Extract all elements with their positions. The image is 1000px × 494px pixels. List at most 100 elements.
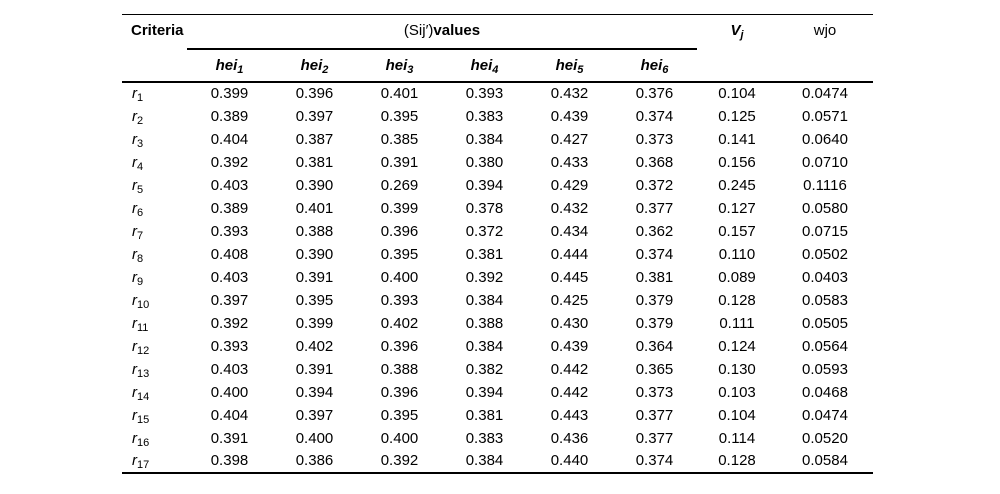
row-label-subscript: 17 — [137, 459, 150, 471]
cell-value: 0.374 — [635, 107, 674, 125]
wjo-column-header: wjo — [777, 14, 873, 83]
cell-value: 0.378 — [465, 199, 504, 217]
cell-value: 0.432 — [550, 85, 589, 102]
cell-value: 0.393 — [380, 291, 419, 309]
cell-value: 0.390 — [295, 176, 334, 194]
vj-subscript: j — [740, 29, 744, 41]
table-row: r6 0.389 0.401 0.399 0.378 0.432 0.377 0… — [122, 197, 873, 220]
header-row-top: Criteria (Sij′)values Vj wjo — [122, 14, 873, 83]
row-label: r5 — [122, 174, 187, 197]
cell-value: 0.404 — [210, 130, 249, 148]
cell-value: 0.0474 — [802, 85, 848, 102]
cell-value: 0.0520 — [802, 429, 848, 447]
cell-value: 0.430 — [550, 314, 589, 332]
table-row: r7 0.393 0.388 0.396 0.372 0.434 0.362 0… — [122, 220, 873, 243]
cell-value: 0.0571 — [802, 107, 848, 125]
cell-value: 0.386 — [295, 452, 334, 469]
row-label-subscript: 9 — [137, 275, 144, 288]
cell-value: 0.395 — [380, 245, 419, 263]
table-row: r17 0.398 0.386 0.392 0.384 0.440 0.374 … — [122, 450, 873, 473]
cell-value: 0.0584 — [802, 452, 848, 469]
cell-value: 0.130 — [718, 360, 756, 378]
cell-value: 0.372 — [465, 222, 504, 240]
row-label: r2 — [122, 105, 187, 128]
row-label-subscript: 10 — [137, 298, 150, 311]
row-label-base: r — [132, 176, 137, 194]
cell-value: 0.440 — [550, 452, 589, 469]
criteria-values-table-wrap: Criteria (Sij′)values Vj wjo hei1 hei2 h… — [122, 14, 873, 474]
cell-value: 0.1116 — [803, 176, 847, 194]
cell-value: 0.384 — [465, 130, 504, 148]
table-row: r11 0.392 0.399 0.402 0.388 0.430 0.379 … — [122, 312, 873, 335]
cell-value: 0.384 — [465, 452, 504, 469]
cell-value: 0.389 — [210, 107, 249, 125]
cell-value: 0.381 — [465, 245, 504, 263]
cell-value: 0.395 — [380, 406, 419, 424]
cell-value: 0.434 — [550, 222, 589, 240]
cell-value: 0.372 — [635, 176, 674, 194]
cell-value: 0.384 — [465, 337, 504, 355]
cell-value: 0.432 — [550, 199, 589, 217]
cell-value: 0.394 — [465, 176, 504, 194]
cell-value: 0.383 — [465, 429, 504, 447]
row-label-base: r — [132, 291, 137, 309]
cell-value: 0.403 — [210, 268, 249, 286]
cell-value: 0.157 — [718, 222, 756, 240]
table-row: r2 0.389 0.397 0.395 0.383 0.439 0.374 0… — [122, 105, 873, 128]
criteria-values-table: Criteria (Sij′)values Vj wjo hei1 hei2 h… — [122, 14, 873, 474]
cell-value: 0.399 — [380, 199, 419, 217]
row-label-base: r — [132, 153, 137, 171]
cell-value: 0.0564 — [802, 337, 848, 355]
cell-value: 0.364 — [635, 337, 674, 355]
cell-value: 0.0710 — [802, 153, 848, 171]
cell-value: 0.377 — [635, 199, 674, 217]
row-label-subscript: 8 — [137, 252, 144, 265]
row-label-subscript: 16 — [137, 436, 150, 449]
cell-value: 0.103 — [718, 383, 756, 401]
cell-value: 0.373 — [635, 130, 674, 148]
cell-value: 0.380 — [465, 153, 504, 171]
table-row: r10 0.397 0.395 0.393 0.384 0.425 0.379 … — [122, 289, 873, 312]
row-label-base: r — [132, 199, 137, 217]
cell-value: 0.128 — [718, 452, 756, 469]
header-row-sub: hei1 hei2 hei3 hei4 hei5 hei6 — [122, 48, 873, 83]
table-row: r15 0.404 0.397 0.395 0.381 0.443 0.377 … — [122, 404, 873, 427]
cell-value: 0.104 — [718, 406, 756, 424]
cell-value: 0.124 — [718, 337, 756, 355]
cell-value: 0.401 — [380, 85, 419, 102]
cell-value: 0.400 — [380, 268, 419, 286]
cell-value: 0.362 — [635, 222, 674, 240]
cell-value: 0.385 — [380, 130, 419, 148]
sij-values-spanner-header: (Sij′)values — [187, 14, 697, 50]
cell-value: 0.391 — [295, 268, 334, 286]
row-label-subscript: 1 — [137, 92, 144, 104]
row-label-base: r — [132, 406, 137, 424]
cell-value: 0.439 — [550, 337, 589, 355]
cell-value: 0.387 — [295, 130, 334, 148]
row-label: r4 — [122, 151, 187, 174]
cell-value: 0.269 — [380, 176, 419, 194]
row-label: r3 — [122, 128, 187, 151]
row-label: r10 — [122, 289, 187, 312]
cell-value: 0.156 — [718, 153, 756, 171]
row-label-base: r — [132, 337, 137, 355]
cell-value: 0.398 — [210, 452, 249, 469]
row-label: r12 — [122, 335, 187, 358]
cell-value: 0.393 — [210, 222, 249, 240]
row-label: r6 — [122, 197, 187, 220]
table-row: r14 0.400 0.394 0.396 0.394 0.442 0.373 … — [122, 381, 873, 404]
cell-value: 0.397 — [295, 107, 334, 125]
cell-value: 0.400 — [380, 429, 419, 447]
cell-value: 0.396 — [380, 337, 419, 355]
row-label: r9 — [122, 266, 187, 289]
cell-value: 0.394 — [465, 383, 504, 401]
table-row: r16 0.391 0.400 0.400 0.383 0.436 0.377 … — [122, 427, 873, 450]
table-row: r1 0.399 0.396 0.401 0.393 0.432 0.376 0… — [122, 82, 873, 105]
cell-value: 0.377 — [635, 429, 674, 447]
cell-value: 0.429 — [550, 176, 589, 194]
cell-value: 0.399 — [295, 314, 334, 332]
spanner-bold-text: values — [433, 22, 481, 39]
cell-value: 0.110 — [718, 245, 756, 263]
row-label-base: r — [132, 222, 137, 240]
hei2-column-header: hei2 — [272, 48, 357, 83]
